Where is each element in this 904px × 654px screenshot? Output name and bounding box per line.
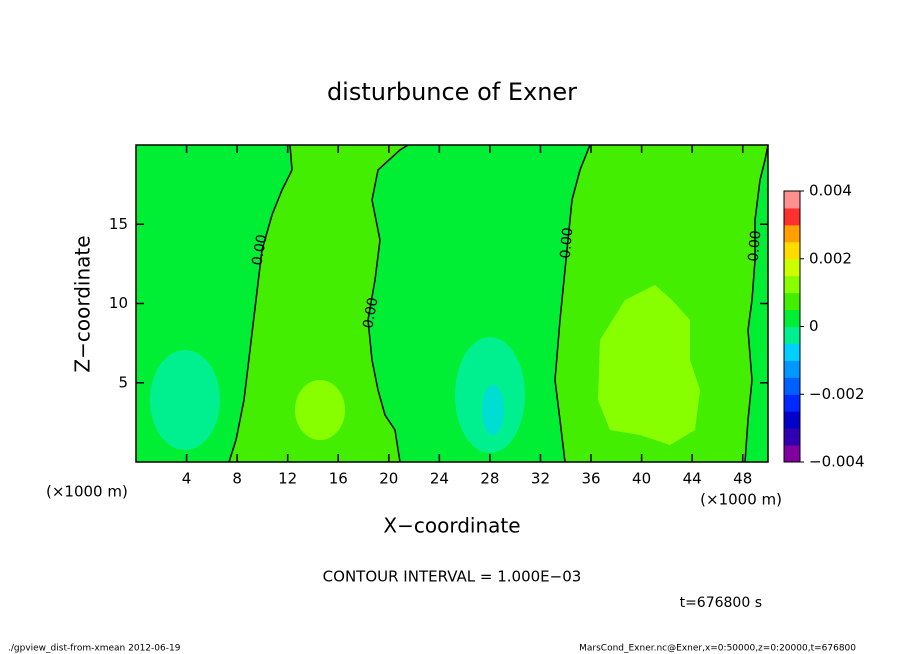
colorbar-swatch xyxy=(784,292,800,311)
colorbar-swatch xyxy=(784,275,800,294)
colorbar-swatch xyxy=(784,445,800,463)
y-axis-label: Z−coordinate xyxy=(71,235,95,372)
x-tick-label: 36 xyxy=(581,470,600,488)
colorbar-tick-label: 0 xyxy=(809,317,819,335)
footer-right: MarsCond_Exner.nc@Exner,x=0:50000,z=0:20… xyxy=(579,644,856,654)
colorbar-tick-label: 0.004 xyxy=(809,182,852,200)
contour-line xyxy=(744,144,769,463)
time-label: t=676800 s xyxy=(680,595,762,611)
colorbar-tick-label: −0.004 xyxy=(809,453,865,471)
x-tick-label: 24 xyxy=(430,470,449,488)
colorbar-swatch xyxy=(784,360,800,378)
y-tick-label: 5 xyxy=(118,373,128,391)
colorbar-swatch xyxy=(784,224,800,243)
x-tick-label: 20 xyxy=(379,470,398,488)
colorbar-tick-label: 0.002 xyxy=(809,249,852,267)
colorbar-swatch xyxy=(784,241,800,260)
contour-interval: CONTOUR INTERVAL = 1.000E−03 xyxy=(323,568,582,586)
contour-line xyxy=(367,144,409,463)
x-tick-label: 48 xyxy=(733,470,752,488)
y-tick-label: 10 xyxy=(109,294,128,312)
x-tick-label: 28 xyxy=(480,470,499,488)
colorbar-swatch xyxy=(784,343,800,361)
x-axis-label: X−coordinate xyxy=(383,514,520,538)
x-tick-label: 40 xyxy=(632,470,651,488)
x-unit: (×1000 m) xyxy=(700,491,782,509)
region xyxy=(295,380,345,440)
contour-labels: 0.00 0.00 0.00 0.00 xyxy=(249,227,764,330)
x-tick-label: 12 xyxy=(278,470,297,488)
contours xyxy=(228,144,769,463)
colorbar-swatch xyxy=(784,207,800,226)
region xyxy=(598,285,700,445)
colorbar-swatch xyxy=(784,326,800,344)
region xyxy=(482,385,504,435)
x-tick-label: 44 xyxy=(683,470,702,488)
x-tick-label: 4 xyxy=(182,470,192,488)
contour-line xyxy=(228,144,293,463)
colorbar-swatch xyxy=(784,191,800,209)
colorbar-tick-label: −0.002 xyxy=(809,385,865,403)
colorbar-swatch xyxy=(784,428,800,446)
colorbar-swatch xyxy=(784,258,800,277)
contour-label: 0.00 xyxy=(558,227,577,259)
colorbar-swatch xyxy=(784,394,800,412)
footer-left: ./gpview_dist-from-xmean 2012-06-19 xyxy=(8,644,181,654)
y-unit: (×1000 m) xyxy=(46,483,128,501)
colorbar-swatch xyxy=(784,309,800,327)
contour-label: 0.00 xyxy=(360,296,381,329)
field xyxy=(136,145,768,462)
contour-label: 0.00 xyxy=(746,230,765,262)
colorbar-swatch xyxy=(784,411,800,429)
region xyxy=(229,145,408,462)
contour-line xyxy=(554,144,591,463)
colorbar-swatch xyxy=(784,377,800,395)
y-tick-label: 15 xyxy=(109,215,128,233)
chart-title: disturbunce of Exner xyxy=(327,78,577,106)
x-tick-label: 8 xyxy=(232,470,242,488)
x-tick-label: 16 xyxy=(329,470,348,488)
contour-label: 0.00 xyxy=(249,233,270,266)
x-tick-label: 32 xyxy=(531,470,550,488)
region xyxy=(150,350,220,450)
